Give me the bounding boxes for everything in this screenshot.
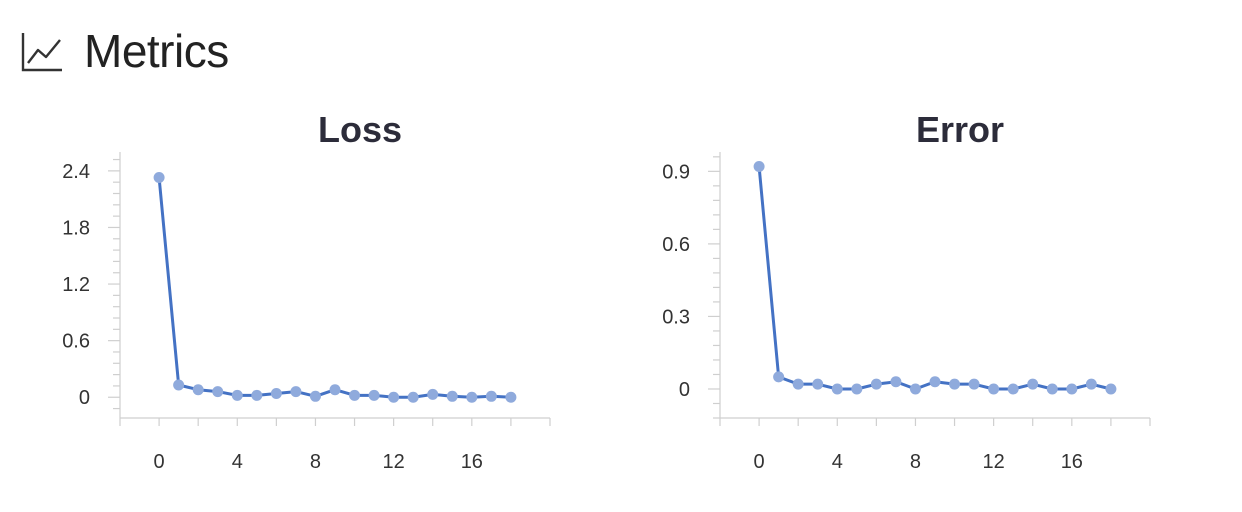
error-data-point xyxy=(1085,378,1097,390)
error-data-point xyxy=(812,378,824,390)
error-data-point xyxy=(1066,383,1078,395)
error-data-point xyxy=(988,383,1000,395)
loss-data-point xyxy=(192,384,204,396)
error-data-point xyxy=(1105,383,1117,395)
loss-data-point xyxy=(407,391,419,403)
x-tick-label: 4 xyxy=(832,451,843,473)
y-tick-label: 1.2 xyxy=(62,274,90,296)
x-tick-label: 16 xyxy=(461,451,483,473)
error-data-point xyxy=(792,378,804,390)
error-data-point xyxy=(851,383,863,395)
y-tick-label: 0.6 xyxy=(662,234,690,256)
loss-data-point xyxy=(251,389,263,401)
x-tick-label: 0 xyxy=(754,451,765,473)
error-data-point xyxy=(949,378,961,390)
error-data-point xyxy=(890,376,902,388)
loss-data-point xyxy=(485,390,497,402)
loss-series-line xyxy=(157,177,511,399)
loss-chart-svg: Loss 0 0.6 1.2 1.8 2.4 0 4 8 12 16 xyxy=(62,109,551,473)
x-tick-label: 8 xyxy=(910,451,921,473)
error-data-point xyxy=(968,378,980,390)
loss-data-point xyxy=(427,388,439,400)
page-title: Metrics xyxy=(84,25,229,77)
x-tick-label: 8 xyxy=(310,451,321,473)
x-tick-label: 12 xyxy=(383,451,405,473)
loss-chart-title: Loss xyxy=(318,109,402,150)
error-data-point xyxy=(870,378,882,390)
loss-data-point xyxy=(388,391,400,403)
error-data-point xyxy=(831,383,843,395)
loss-data-point xyxy=(505,391,517,403)
loss-data-point xyxy=(153,171,165,183)
error-data-point xyxy=(773,371,785,383)
loss-data-point xyxy=(173,379,185,391)
loss-data-point xyxy=(290,386,302,398)
loss-data-point xyxy=(270,387,282,399)
loss-chart: Loss 0 0.6 1.2 1.8 2.4 0 4 8 12 16 xyxy=(62,100,610,500)
error-data-point xyxy=(753,161,765,173)
error-series-line xyxy=(757,166,1112,391)
y-tick-label: 2.4 xyxy=(62,161,90,183)
loss-data-point xyxy=(349,389,361,401)
y-tick-label: 0.9 xyxy=(662,161,690,183)
error-chart-title: Error xyxy=(916,109,1004,150)
x-tick-label: 0 xyxy=(154,451,165,473)
loss-data-point xyxy=(329,384,341,396)
x-tick-label: 4 xyxy=(232,451,243,473)
error-data-point xyxy=(1027,378,1039,390)
error-chart: Error 0 0.3 0.6 0.9 0 4 8 12 16 xyxy=(662,100,1210,500)
x-tick-label: 16 xyxy=(1061,451,1083,473)
loss-data-point xyxy=(466,391,478,403)
y-tick-label: 0.6 xyxy=(62,331,90,353)
loss-data-point xyxy=(446,390,458,402)
loss-data-point xyxy=(368,389,380,401)
loss-data-point xyxy=(212,386,224,398)
y-tick-label: 0 xyxy=(679,379,690,401)
loss-data-point xyxy=(309,390,321,402)
error-data-point xyxy=(1007,383,1019,395)
y-tick-label: 1.8 xyxy=(62,217,90,239)
page-header: Metrics xyxy=(20,25,229,77)
loss-data-point xyxy=(231,389,243,401)
error-data-point xyxy=(909,383,921,395)
y-tick-label: 0 xyxy=(79,387,90,409)
error-data-point xyxy=(1046,383,1058,395)
error-data-point xyxy=(929,376,941,388)
line-chart-icon xyxy=(20,29,64,73)
error-chart-svg: Error 0 0.3 0.6 0.9 0 4 8 12 16 xyxy=(662,109,1151,473)
y-tick-label: 0.3 xyxy=(662,306,690,328)
x-tick-label: 12 xyxy=(983,451,1005,473)
